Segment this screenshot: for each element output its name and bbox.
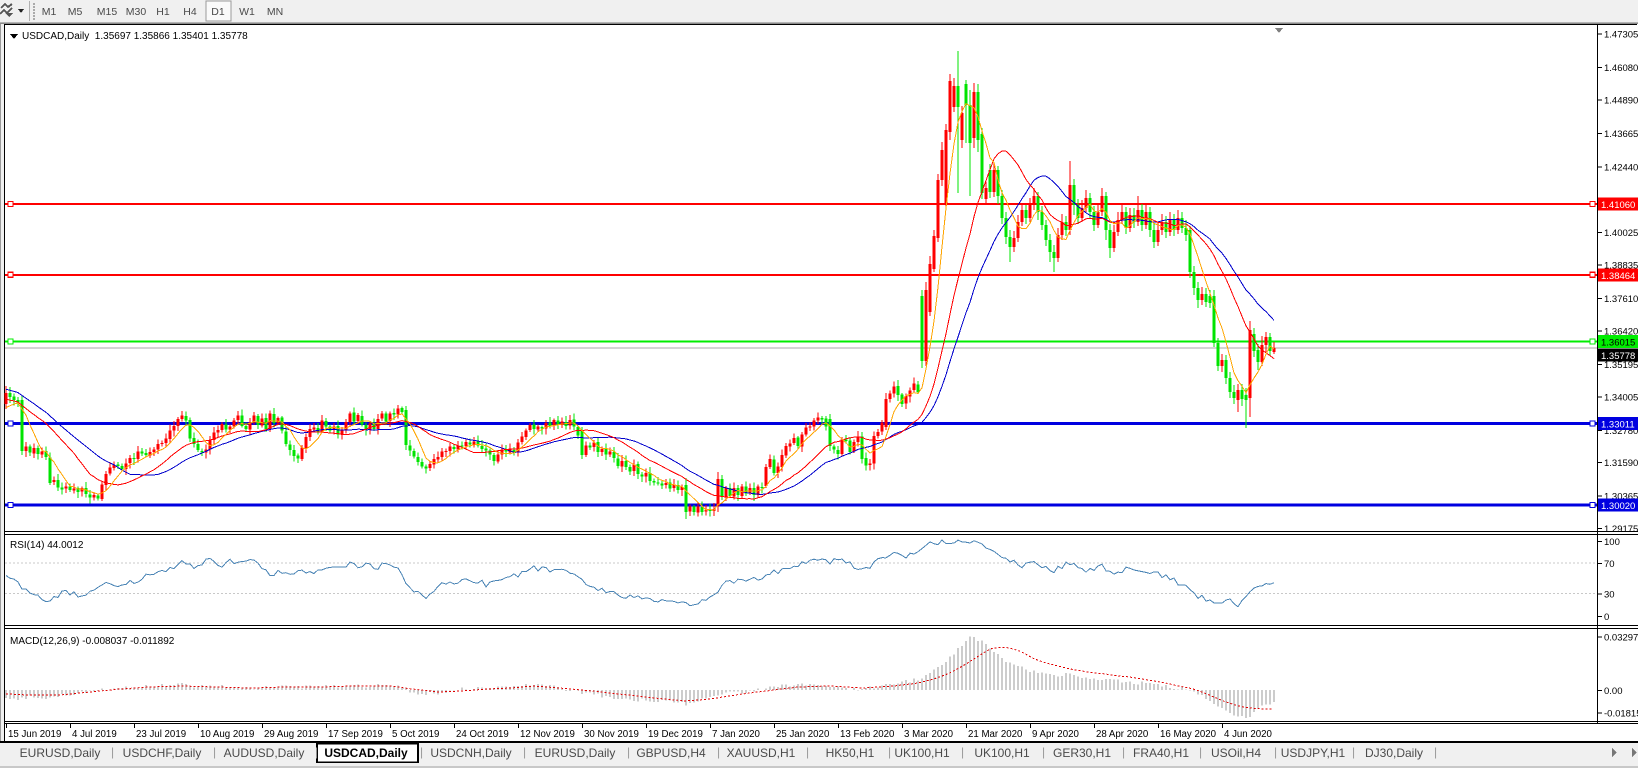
svg-text:1.41060: 1.41060	[1601, 200, 1635, 211]
svg-text:MACD(12,26,9) -0.008037 -0.011: MACD(12,26,9) -0.008037 -0.011892	[10, 636, 175, 647]
svg-text:H4: H4	[183, 6, 197, 18]
svg-text:1.35778: 1.35778	[1601, 351, 1635, 362]
svg-text:M15: M15	[97, 6, 118, 18]
svg-text:H1: H1	[156, 6, 170, 18]
svg-text:|: |	[523, 745, 526, 759]
svg-text:1.42440: 1.42440	[1604, 162, 1638, 173]
svg-text:21 Mar 2020: 21 Mar 2020	[968, 729, 1023, 740]
svg-text:UK100,H1: UK100,H1	[974, 746, 1030, 760]
svg-text:1.31590: 1.31590	[1604, 458, 1638, 469]
svg-text:1.37610: 1.37610	[1604, 294, 1638, 305]
svg-text:MN: MN	[267, 6, 283, 18]
svg-text:|: |	[717, 745, 720, 759]
svg-text:24 Oct 2019: 24 Oct 2019	[456, 729, 509, 740]
svg-text:16 May 2020: 16 May 2020	[1160, 729, 1217, 740]
svg-text:|: |	[420, 745, 423, 759]
svg-text:1.33011: 1.33011	[1601, 419, 1635, 430]
svg-text:EURUSD,Daily: EURUSD,Daily	[535, 746, 616, 760]
svg-text:|: |	[961, 745, 964, 759]
svg-text:9 Apr 2020: 9 Apr 2020	[1032, 729, 1079, 740]
svg-text:|: |	[1122, 745, 1125, 759]
svg-text:M30: M30	[126, 6, 147, 18]
svg-text:AUDUSD,Daily: AUDUSD,Daily	[224, 746, 305, 760]
svg-text:12 Nov 2019: 12 Nov 2019	[520, 729, 575, 740]
svg-text:FRA40,H1: FRA40,H1	[1133, 746, 1189, 760]
svg-text:29 Aug 2019: 29 Aug 2019	[264, 729, 318, 740]
svg-text:23 Jul 2019: 23 Jul 2019	[136, 729, 186, 740]
svg-text:1.34005: 1.34005	[1604, 392, 1638, 403]
svg-text:D1: D1	[211, 6, 225, 18]
svg-text:|: |	[806, 745, 809, 759]
svg-text:EURUSD,Daily: EURUSD,Daily	[20, 746, 101, 760]
svg-text:|: |	[213, 745, 216, 759]
svg-text:UK100,H1: UK100,H1	[894, 746, 950, 760]
svg-text:M5: M5	[68, 6, 83, 18]
svg-text:1.47305: 1.47305	[1604, 30, 1638, 41]
svg-text:1.38835: 1.38835	[1604, 261, 1638, 272]
svg-text:|: |	[1434, 745, 1437, 759]
svg-text:1.30365: 1.30365	[1604, 492, 1638, 503]
svg-text:XAUUSD,H1: XAUUSD,H1	[727, 746, 796, 760]
svg-text:30 Nov 2019: 30 Nov 2019	[584, 729, 639, 740]
svg-text:13 Feb 2020: 13 Feb 2020	[840, 729, 895, 740]
svg-text:1.38464: 1.38464	[1601, 271, 1635, 282]
svg-text:USOil,H4: USOil,H4	[1211, 746, 1261, 760]
svg-text:7 Jan 2020: 7 Jan 2020	[712, 729, 761, 740]
svg-text:USDCAD,Daily: USDCAD,Daily	[324, 746, 408, 760]
svg-text:RSI(14) 44.0012: RSI(14) 44.0012	[10, 540, 84, 551]
svg-text:USDJPY,H1: USDJPY,H1	[1281, 746, 1346, 760]
svg-text:4 Jun 2020: 4 Jun 2020	[1224, 729, 1273, 740]
svg-text:|: |	[315, 745, 318, 759]
svg-text:1.46080: 1.46080	[1604, 63, 1638, 74]
svg-text:30: 30	[1604, 589, 1615, 600]
svg-text:|: |	[1352, 745, 1355, 759]
svg-text:1.36015: 1.36015	[1601, 338, 1635, 349]
svg-text:0.00: 0.00	[1604, 686, 1623, 697]
svg-text:DJ30,Daily: DJ30,Daily	[1365, 746, 1423, 760]
svg-text:15 Jun 2019: 15 Jun 2019	[8, 729, 61, 740]
svg-text:GBPUSD,H4: GBPUSD,H4	[636, 746, 706, 760]
svg-text:28 Apr 2020: 28 Apr 2020	[1096, 729, 1149, 740]
svg-text:25 Jan 2020: 25 Jan 2020	[776, 729, 830, 740]
svg-text:0: 0	[1604, 612, 1609, 623]
svg-text:5 Oct 2019: 5 Oct 2019	[392, 729, 439, 740]
svg-text:19 Dec 2019: 19 Dec 2019	[648, 729, 703, 740]
svg-text:17 Sep 2019: 17 Sep 2019	[328, 729, 383, 740]
svg-text:1.29175: 1.29175	[1604, 524, 1638, 535]
svg-text:10 Aug 2019: 10 Aug 2019	[200, 729, 254, 740]
svg-text:70: 70	[1604, 559, 1615, 570]
svg-text:3 Mar 2020: 3 Mar 2020	[904, 729, 954, 740]
svg-text:1.32780: 1.32780	[1604, 426, 1638, 437]
svg-text:|: |	[888, 745, 891, 759]
svg-text:1.43665: 1.43665	[1604, 129, 1638, 140]
svg-text:0.032972: 0.032972	[1604, 632, 1638, 643]
svg-text:W1: W1	[239, 6, 255, 18]
svg-text:-0.018157: -0.018157	[1604, 709, 1638, 720]
svg-text:USDCHF,Daily: USDCHF,Daily	[123, 746, 202, 760]
svg-text:1.44890: 1.44890	[1604, 96, 1638, 107]
svg-text:|: |	[627, 745, 630, 759]
svg-text:USDCAD,Daily 1.35697 1.35866: USDCAD,Daily 1.35697 1.35866 1.35401 1.3…	[22, 31, 248, 42]
svg-text:GER30,H1: GER30,H1	[1053, 746, 1111, 760]
svg-text:M1: M1	[42, 6, 57, 18]
svg-text:100: 100	[1604, 537, 1620, 548]
svg-text:|: |	[1042, 745, 1045, 759]
svg-text:USDCNH,Daily: USDCNH,Daily	[430, 746, 511, 760]
svg-text:|: |	[1199, 745, 1202, 759]
svg-text:4 Jul 2019: 4 Jul 2019	[72, 729, 117, 740]
svg-text:1.30020: 1.30020	[1601, 501, 1635, 512]
svg-text:1.35195: 1.35195	[1604, 360, 1638, 371]
svg-text:1.40025: 1.40025	[1604, 228, 1638, 239]
svg-text:|: |	[1274, 745, 1277, 759]
svg-text:HK50,H1: HK50,H1	[826, 746, 875, 760]
svg-text:|: |	[111, 745, 114, 759]
svg-text:1.36420: 1.36420	[1604, 327, 1638, 338]
